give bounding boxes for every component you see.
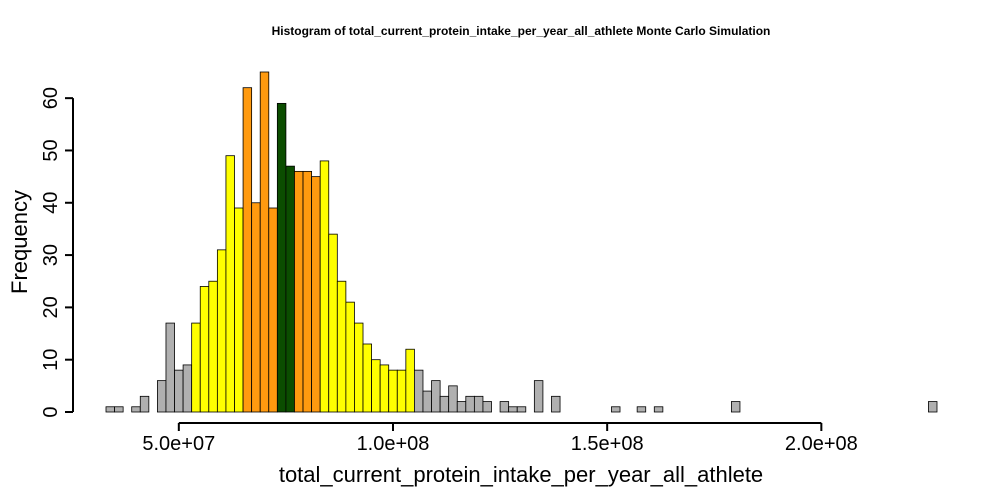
histogram-bar	[182, 364, 193, 413]
histogram-bar	[294, 170, 304, 413]
histogram-bar	[396, 369, 407, 413]
histogram-bar	[105, 406, 115, 413]
histogram-bar	[319, 160, 330, 413]
histogram-bar	[730, 401, 741, 413]
histogram-bar	[131, 406, 141, 413]
y-axis: 0 10 20 30 40 50 60	[40, 87, 74, 418]
histogram-bar	[199, 286, 210, 413]
histogram-bar	[448, 385, 458, 413]
histogram-bar	[165, 322, 175, 413]
x-tick-label: 1.0e+08	[357, 433, 430, 455]
histogram-bar	[345, 301, 355, 413]
histogram-bar	[551, 395, 561, 413]
histogram-bar	[465, 395, 475, 413]
histogram-bar	[311, 176, 321, 413]
histogram-bar	[414, 369, 424, 413]
histogram-bar	[533, 380, 544, 413]
histogram-bar	[268, 207, 278, 413]
x-axis-label: total_current_protein_intake_per_year_al…	[279, 462, 763, 487]
histogram-bar	[422, 390, 432, 413]
histogram-bar	[456, 401, 467, 413]
chart-title: Histogram of total_current_protein_intak…	[272, 24, 771, 38]
histogram-bar	[208, 280, 218, 413]
x-tick-label: 2.0e+08	[785, 433, 858, 455]
y-axis-label: Frequency	[7, 190, 32, 294]
histogram-bar	[611, 406, 621, 413]
histogram-bar	[259, 71, 270, 413]
histogram-bar	[242, 87, 253, 413]
histogram-bar	[928, 401, 938, 413]
histogram-bar	[302, 170, 313, 413]
histogram-bar	[191, 322, 201, 413]
histogram-bar	[354, 322, 364, 413]
y-tick-label: 20	[40, 296, 62, 318]
y-tick-label: 60	[40, 87, 62, 109]
histogram-bar	[276, 102, 287, 413]
y-tick-label: 0	[40, 406, 62, 417]
y-tick-label: 50	[40, 139, 62, 161]
y-tick-label: 30	[40, 244, 62, 266]
histogram-bar	[508, 406, 518, 413]
histogram-bar	[336, 280, 347, 413]
histogram-bar	[482, 401, 492, 413]
histogram-bar	[653, 406, 664, 413]
x-axis: 5.0e+07 1.0e+08 1.5e+08 2.0e+08	[142, 422, 858, 455]
histogram-bar	[234, 207, 244, 413]
histogram-bar	[371, 359, 381, 413]
x-tick-label: 5.0e+07	[142, 433, 215, 455]
histogram-bar	[473, 395, 484, 413]
histogram-bar	[388, 369, 398, 413]
y-tick-label: 40	[40, 192, 62, 214]
histogram-bar	[251, 202, 261, 413]
histogram-bar	[362, 343, 372, 413]
histogram-bar	[225, 155, 235, 413]
x-tick-label: 1.5e+08	[571, 433, 644, 455]
histogram-bar	[139, 395, 150, 413]
histogram-bar	[431, 380, 441, 413]
histogram-bar	[328, 233, 338, 413]
histogram-bar	[156, 380, 167, 413]
histogram-bar	[499, 401, 510, 413]
histogram-bars	[105, 71, 938, 413]
histogram-bar	[216, 249, 227, 413]
histogram-bar	[174, 369, 184, 413]
histogram-bar	[379, 364, 390, 413]
histogram-bar	[285, 165, 295, 413]
y-tick-label: 10	[40, 349, 62, 371]
histogram-bar	[439, 395, 450, 413]
histogram-bar	[114, 406, 124, 413]
histogram-bar	[636, 406, 647, 413]
histogram-bar	[516, 406, 527, 413]
histogram-bar	[405, 348, 415, 413]
